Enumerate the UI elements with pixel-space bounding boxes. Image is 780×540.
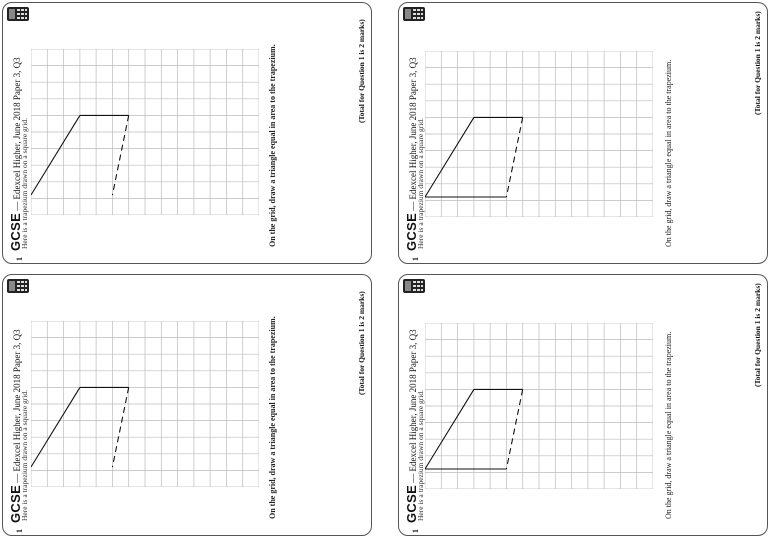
question-number: 1 (411, 529, 420, 533)
trapezium-shape (31, 114, 130, 196)
question-intro: Here is a trapezium drawn on a square gr… (20, 118, 29, 249)
question-intro: Here is a trapezium drawn on a square gr… (20, 390, 29, 521)
square-grid (31, 321, 259, 487)
total-marks: (Total for Question 1 is 2 marks) (357, 19, 366, 123)
question-card-bottom-right: GCSE — Edexcel Higher, June 2018 Paper 3… (398, 274, 768, 536)
calculator-icon (7, 7, 29, 21)
total-marks: (Total for Question 1 is 2 marks) (753, 283, 762, 387)
calculator-icon (403, 279, 425, 293)
square-grid (31, 49, 259, 215)
question-intro: Here is a trapezium drawn on a square gr… (416, 390, 425, 521)
question-card-top-right: GCSE — Edexcel Higher, June 2018 Paper 3… (398, 2, 768, 264)
total-marks: (Total for Question 1 is 2 marks) (753, 11, 762, 115)
calculator-icon (7, 279, 29, 293)
question-instruction: On the grid, draw a triangle equal in ar… (664, 331, 673, 519)
question-intro: Here is a trapezium drawn on a square gr… (416, 118, 425, 249)
question-card-bottom-left: GCSE — Edexcel Higher, June 2018 Paper 3… (2, 274, 372, 536)
question-number: 1 (411, 257, 420, 261)
question-number: 1 (15, 257, 24, 261)
question-instruction: On the grid, draw a triangle equal in ar… (268, 44, 277, 247)
question-card-top-left: GCSE — Edexcel Higher, June 2018 Paper 3… (2, 2, 372, 264)
question-instruction: On the grid, draw a triangle equal in ar… (664, 59, 673, 247)
square-grid (425, 323, 653, 489)
trapezium-shape (425, 388, 524, 470)
total-marks: (Total for Question 1 is 2 marks) (357, 291, 366, 395)
question-instruction: On the grid, draw a triangle equal in ar… (268, 316, 277, 519)
square-grid (425, 51, 653, 217)
trapezium-shape (31, 386, 130, 468)
question-number: 1 (15, 529, 24, 533)
calculator-icon (403, 7, 425, 21)
trapezium-shape (425, 116, 524, 198)
